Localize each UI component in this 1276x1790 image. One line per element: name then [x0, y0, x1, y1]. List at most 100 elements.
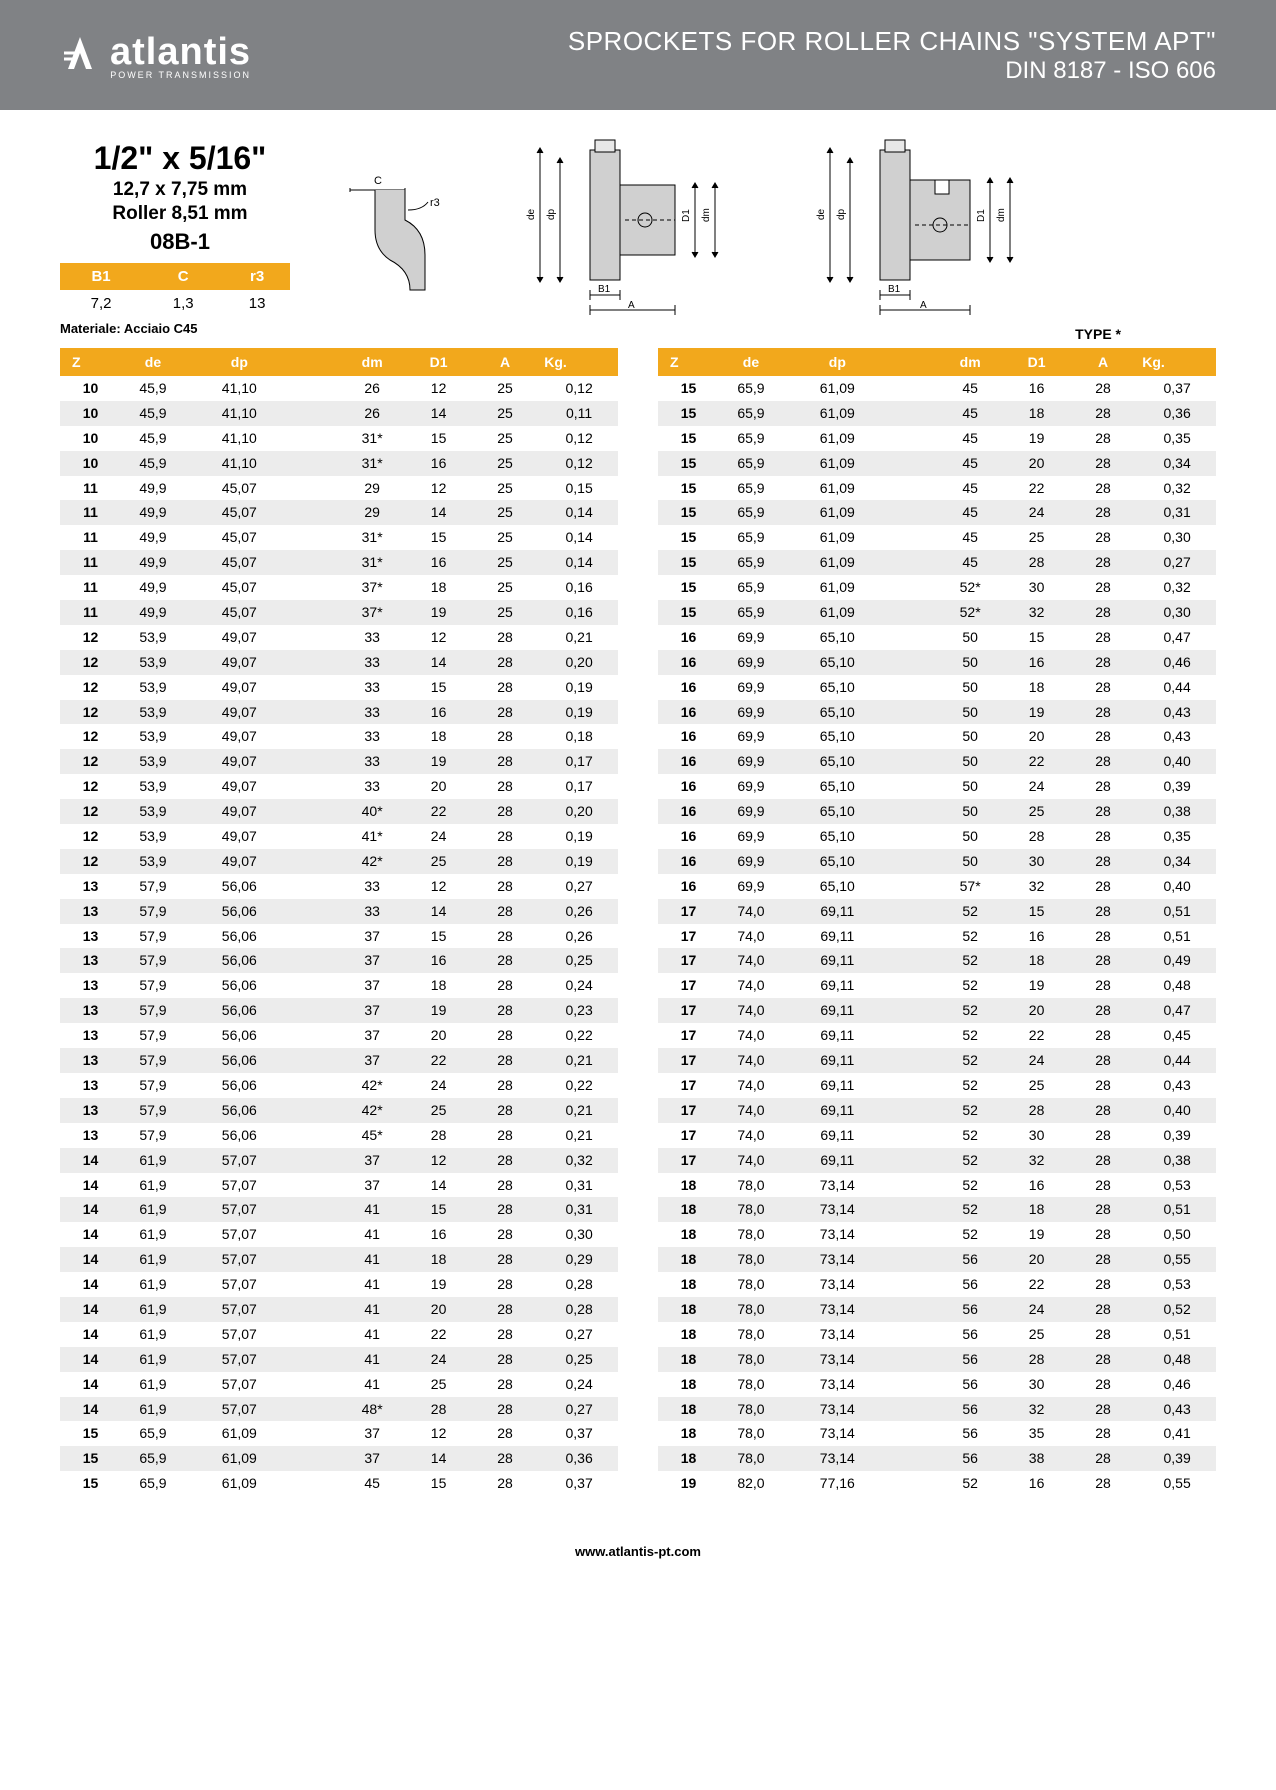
table-cell: 28 — [1070, 675, 1136, 700]
table-row: 1357,956,063720280,22 — [60, 1023, 618, 1048]
table-cell: 78,0 — [711, 1222, 791, 1247]
table-cell: 69,9 — [711, 724, 791, 749]
table-cell: 78,0 — [711, 1397, 791, 1422]
table-cell — [286, 824, 339, 849]
table-cell: 28 — [1070, 948, 1136, 973]
table-cell: 18 — [658, 1173, 711, 1198]
table-cell — [884, 1322, 937, 1347]
small-td-r3: 13 — [224, 290, 290, 317]
table-cell: 0,36 — [538, 1446, 618, 1471]
table-cell: 50 — [937, 675, 1003, 700]
table-cell: 61,9 — [113, 1197, 193, 1222]
table-cell: 52 — [937, 1098, 1003, 1123]
table-cell: 12 — [405, 625, 471, 650]
table-cell: 0,53 — [1136, 1173, 1216, 1198]
table-row: 1982,077,165216280,55 — [658, 1471, 1216, 1496]
table-cell: 25 — [1003, 799, 1069, 824]
table-cell — [884, 849, 937, 874]
table-cell: 56 — [937, 1297, 1003, 1322]
table-cell: 13 — [60, 998, 113, 1023]
table-cell: 33 — [339, 874, 405, 899]
table-row: 1045,941,102612250,12 — [60, 376, 618, 401]
table-cell: 49,9 — [113, 476, 193, 501]
table-cell: 0,30 — [538, 1222, 618, 1247]
table-cell: 37 — [339, 1446, 405, 1471]
table-cell: 0,37 — [538, 1471, 618, 1496]
table-cell: 28 — [472, 625, 538, 650]
table-cell: 20 — [1003, 1247, 1069, 1272]
table-cell: 0,53 — [1136, 1272, 1216, 1297]
table-cell: 22 — [405, 1322, 471, 1347]
table-cell: 28 — [472, 650, 538, 675]
table-cell: 65,9 — [711, 476, 791, 501]
table-cell: 0,30 — [1136, 525, 1216, 550]
table-cell: 32 — [1003, 600, 1069, 625]
table-row: 1878,073,145630280,46 — [658, 1372, 1216, 1397]
table-cell: 41 — [339, 1322, 405, 1347]
table-cell: 49,07 — [193, 700, 286, 725]
table-cell: 17 — [658, 1023, 711, 1048]
table-row: 1461,957,074125280,24 — [60, 1372, 618, 1397]
table-cell: 17 — [658, 1148, 711, 1173]
table-cell: 69,9 — [711, 774, 791, 799]
table-cell — [884, 799, 937, 824]
table-cell: 0,47 — [1136, 998, 1216, 1023]
table-cell: 49,9 — [113, 550, 193, 575]
table-cell: 45,9 — [113, 401, 193, 426]
table-cell: 61,09 — [193, 1471, 286, 1496]
table-cell: 61,09 — [193, 1446, 286, 1471]
table-cell: 0,48 — [1136, 1347, 1216, 1372]
table-cell: 14 — [60, 1197, 113, 1222]
table-cell: 65,9 — [113, 1446, 193, 1471]
table-cell: 15 — [658, 426, 711, 451]
table-cell: 65,9 — [113, 1471, 193, 1496]
table-cell — [286, 1471, 339, 1496]
table-cell: 57,07 — [193, 1148, 286, 1173]
table-cell: 28 — [472, 1372, 538, 1397]
table-cell: 24 — [1003, 774, 1069, 799]
table-cell: 18 — [658, 1247, 711, 1272]
table-cell: 0,34 — [1136, 849, 1216, 874]
table-cell: 49,9 — [113, 500, 193, 525]
table-cell — [286, 1247, 339, 1272]
table-row: 1565,961,094520280,34 — [658, 451, 1216, 476]
table-cell — [286, 600, 339, 625]
table-cell: 0,17 — [538, 749, 618, 774]
table-row: 1565,961,094518280,36 — [658, 401, 1216, 426]
table-row: 1669,965,105019280,43 — [658, 700, 1216, 725]
table-cell: 13 — [60, 924, 113, 949]
table-cell: 45 — [937, 451, 1003, 476]
table-cell: 16 — [658, 724, 711, 749]
table-cell: 0,52 — [1136, 1297, 1216, 1322]
table-cell — [286, 1098, 339, 1123]
table-cell: 45 — [937, 500, 1003, 525]
data-table-left: ZdedpdmD1AKg. 1045,941,102612250,121045,… — [60, 348, 618, 1496]
table-row: 1774,069,115230280,39 — [658, 1123, 1216, 1148]
table-cell: 14 — [60, 1173, 113, 1198]
table-cell: 28 — [472, 749, 538, 774]
table-row: 1461,957,074115280,31 — [60, 1197, 618, 1222]
table-cell: 61,09 — [791, 575, 884, 600]
table-cell: 15 — [405, 675, 471, 700]
table-cell: 73,14 — [791, 1222, 884, 1247]
table-cell: 17 — [658, 1048, 711, 1073]
table-cell: 65,9 — [711, 525, 791, 550]
table-cell: 52 — [937, 1048, 1003, 1073]
table-cell: 28 — [472, 1297, 538, 1322]
table-cell: 14 — [60, 1222, 113, 1247]
table-cell: 57,07 — [193, 1272, 286, 1297]
table-row: 1461,957,073714280,31 — [60, 1173, 618, 1198]
table-cell: 17 — [658, 1123, 711, 1148]
table-cell: 15 — [405, 924, 471, 949]
table-row: 1774,069,115225280,43 — [658, 1073, 1216, 1098]
table-cell: 57,9 — [113, 899, 193, 924]
table-cell: 65,10 — [791, 849, 884, 874]
table-cell: 28 — [472, 1098, 538, 1123]
spec-main: 1/2" x 5/16" — [60, 140, 300, 177]
table-row: 1357,956,063722280,21 — [60, 1048, 618, 1073]
table-cell: 78,0 — [711, 1272, 791, 1297]
table-cell: 53,9 — [113, 700, 193, 725]
table-cell: 0,26 — [538, 899, 618, 924]
table-cell: 28 — [1070, 1048, 1136, 1073]
table-cell — [286, 849, 339, 874]
